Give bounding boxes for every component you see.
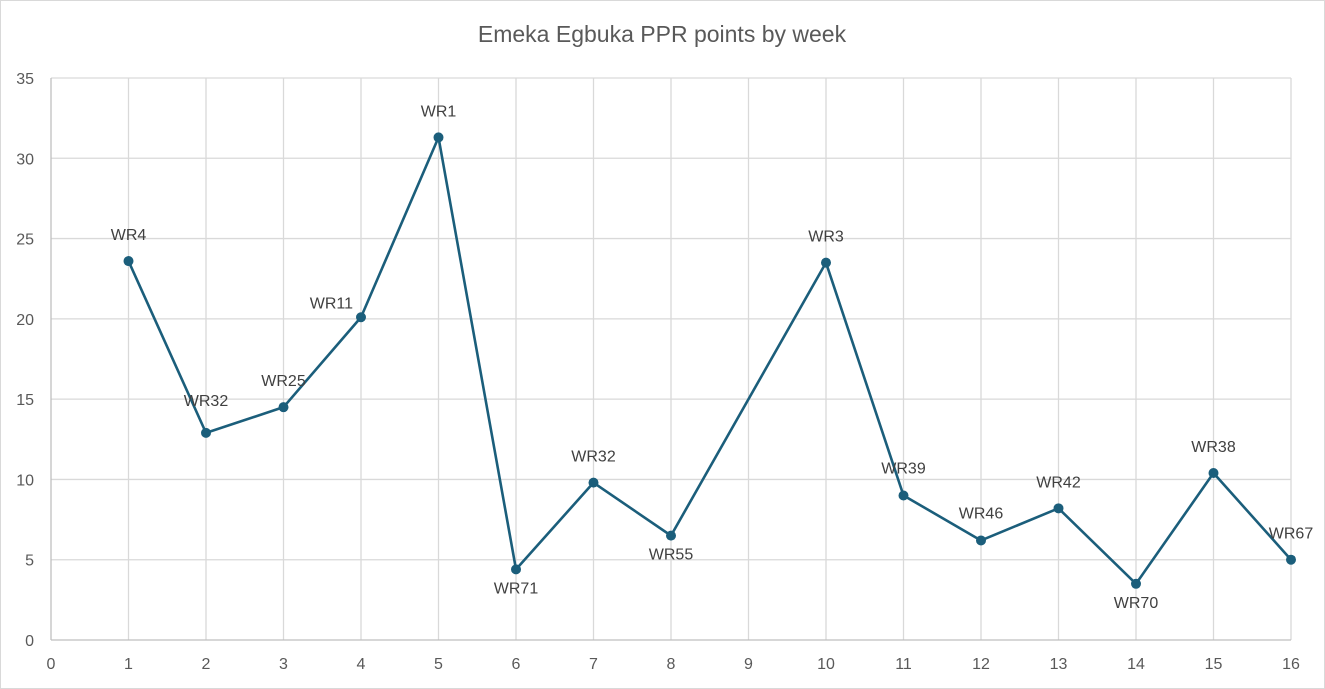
data-point <box>1208 468 1219 479</box>
data-point <box>201 427 211 438</box>
x-tick-label: 2 <box>202 656 211 673</box>
data-point <box>278 402 289 413</box>
data-label: WR42 <box>1036 474 1081 491</box>
data-label: WR55 <box>649 547 694 564</box>
x-tick-label: 15 <box>1205 656 1223 673</box>
data-point <box>898 490 909 501</box>
data-label: WR11 <box>310 295 353 312</box>
x-tick-label: 9 <box>744 656 753 673</box>
data-label: WR46 <box>959 505 1004 522</box>
data-point <box>1131 578 1141 589</box>
data-label: WR3 <box>808 229 844 246</box>
data-point <box>1286 554 1296 565</box>
data-label: WR67 <box>1269 526 1314 543</box>
x-tick-label: 11 <box>895 656 912 673</box>
x-tick-label: 12 <box>972 656 990 673</box>
data-point <box>511 564 521 575</box>
y-tick-label: 25 <box>16 232 34 249</box>
data-point <box>433 132 444 143</box>
chart-title: Emeka Egbuka PPR points by week <box>478 21 847 47</box>
y-tick-label: 0 <box>25 633 34 650</box>
gridlines <box>51 77 1292 640</box>
y-tick-label: 15 <box>16 392 34 409</box>
data-point <box>976 535 986 546</box>
data-point <box>123 256 134 267</box>
x-tick-label: 6 <box>512 656 521 673</box>
data-labels: WR4 WR32 WR25 WR11 WR1 WR71 WR32 WR55 WR3 WR39 WR4… <box>111 103 1314 611</box>
data-point <box>666 530 676 541</box>
x-tick-label: 8 <box>667 656 676 673</box>
x-tick-label: 13 <box>1050 656 1068 673</box>
x-tick-label: 7 <box>589 656 598 673</box>
series-line <box>127 136 1292 586</box>
data-label: WR1 <box>421 103 457 120</box>
y-tick-label: 10 <box>16 472 34 489</box>
y-tick-label: 30 <box>16 151 34 168</box>
data-point <box>1053 503 1064 514</box>
x-tick-label: 4 <box>357 656 366 673</box>
data-label: WR71 <box>494 580 539 597</box>
data-label: WR70 <box>1114 595 1159 612</box>
data-label: WR25 <box>261 373 306 390</box>
data-point <box>821 257 831 268</box>
data-point <box>356 312 366 323</box>
y-tick-label: 35 <box>16 71 34 88</box>
x-tick-label: 0 <box>47 656 56 673</box>
x-tick-label: 1 <box>124 656 133 673</box>
x-tick-label: 16 <box>1282 656 1300 673</box>
y-tick-label: 5 <box>25 553 34 570</box>
data-label: WR32 <box>184 393 229 410</box>
x-tick-label: 3 <box>279 656 288 673</box>
x-tick-label: 10 <box>817 656 835 673</box>
data-label: WR38 <box>1191 439 1236 456</box>
y-tick-label: 20 <box>16 312 34 329</box>
x-tick-label: 5 <box>434 656 443 673</box>
data-point <box>588 477 599 488</box>
data-label: WR39 <box>881 460 926 477</box>
data-label: WR32 <box>571 449 616 466</box>
data-label: WR4 <box>111 227 147 244</box>
series <box>123 132 1296 589</box>
x-tick-label: 14 <box>1127 656 1145 673</box>
